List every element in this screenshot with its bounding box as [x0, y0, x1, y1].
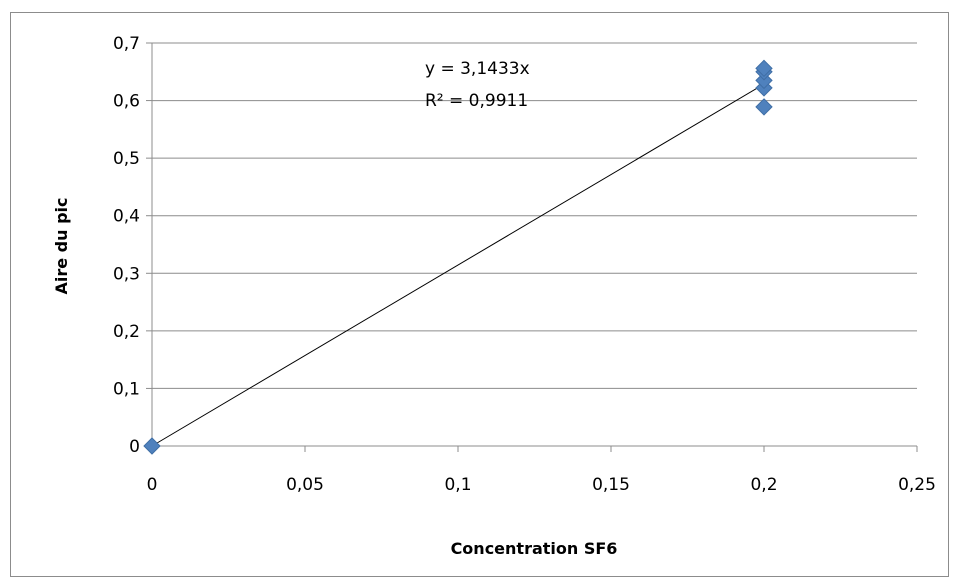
trendline: [151, 83, 765, 447]
x-tick-label: 0,05: [286, 475, 324, 495]
data-point: [755, 98, 773, 116]
y-tick-label: 0,2: [113, 322, 140, 342]
x-tick-label: 0,1: [444, 475, 471, 495]
trendline-equation: y = 3,1433x: [425, 59, 530, 79]
y-tick-label: 0,3: [113, 264, 140, 284]
y-axis-title: Aire du pic: [52, 197, 71, 294]
x-tick-label: 0,15: [592, 475, 630, 495]
y-tick-label: 0: [129, 437, 140, 457]
x-tick-label: 0: [147, 475, 158, 495]
y-tick-label: 0,7: [113, 34, 140, 54]
gridlines: [152, 42, 917, 389]
y-tick-label: 0,1: [113, 379, 140, 399]
data-points: [143, 59, 773, 455]
axes: [146, 42, 918, 452]
x-tick-label: 0,2: [750, 475, 777, 495]
y-tick-label: 0,4: [113, 207, 140, 227]
y-tick-label: 0,6: [113, 92, 140, 112]
chart-frame: [10, 12, 949, 577]
x-tick-label: 0,25: [898, 475, 936, 495]
tick-labels: 0 0,1 0,2 0,3 0,4 0,5 0,6 0,7 0 0,05 0,1 0,15 0,2 0,2…: [113, 34, 936, 495]
y-tick-label: 0,5: [113, 149, 140, 169]
trendline-group: [151, 83, 765, 447]
r-squared-label: R² = 0,9911: [425, 91, 528, 111]
data-point: [143, 437, 161, 455]
x-axis-title: Concentration SF6: [451, 539, 618, 558]
data-point: [755, 59, 773, 78]
